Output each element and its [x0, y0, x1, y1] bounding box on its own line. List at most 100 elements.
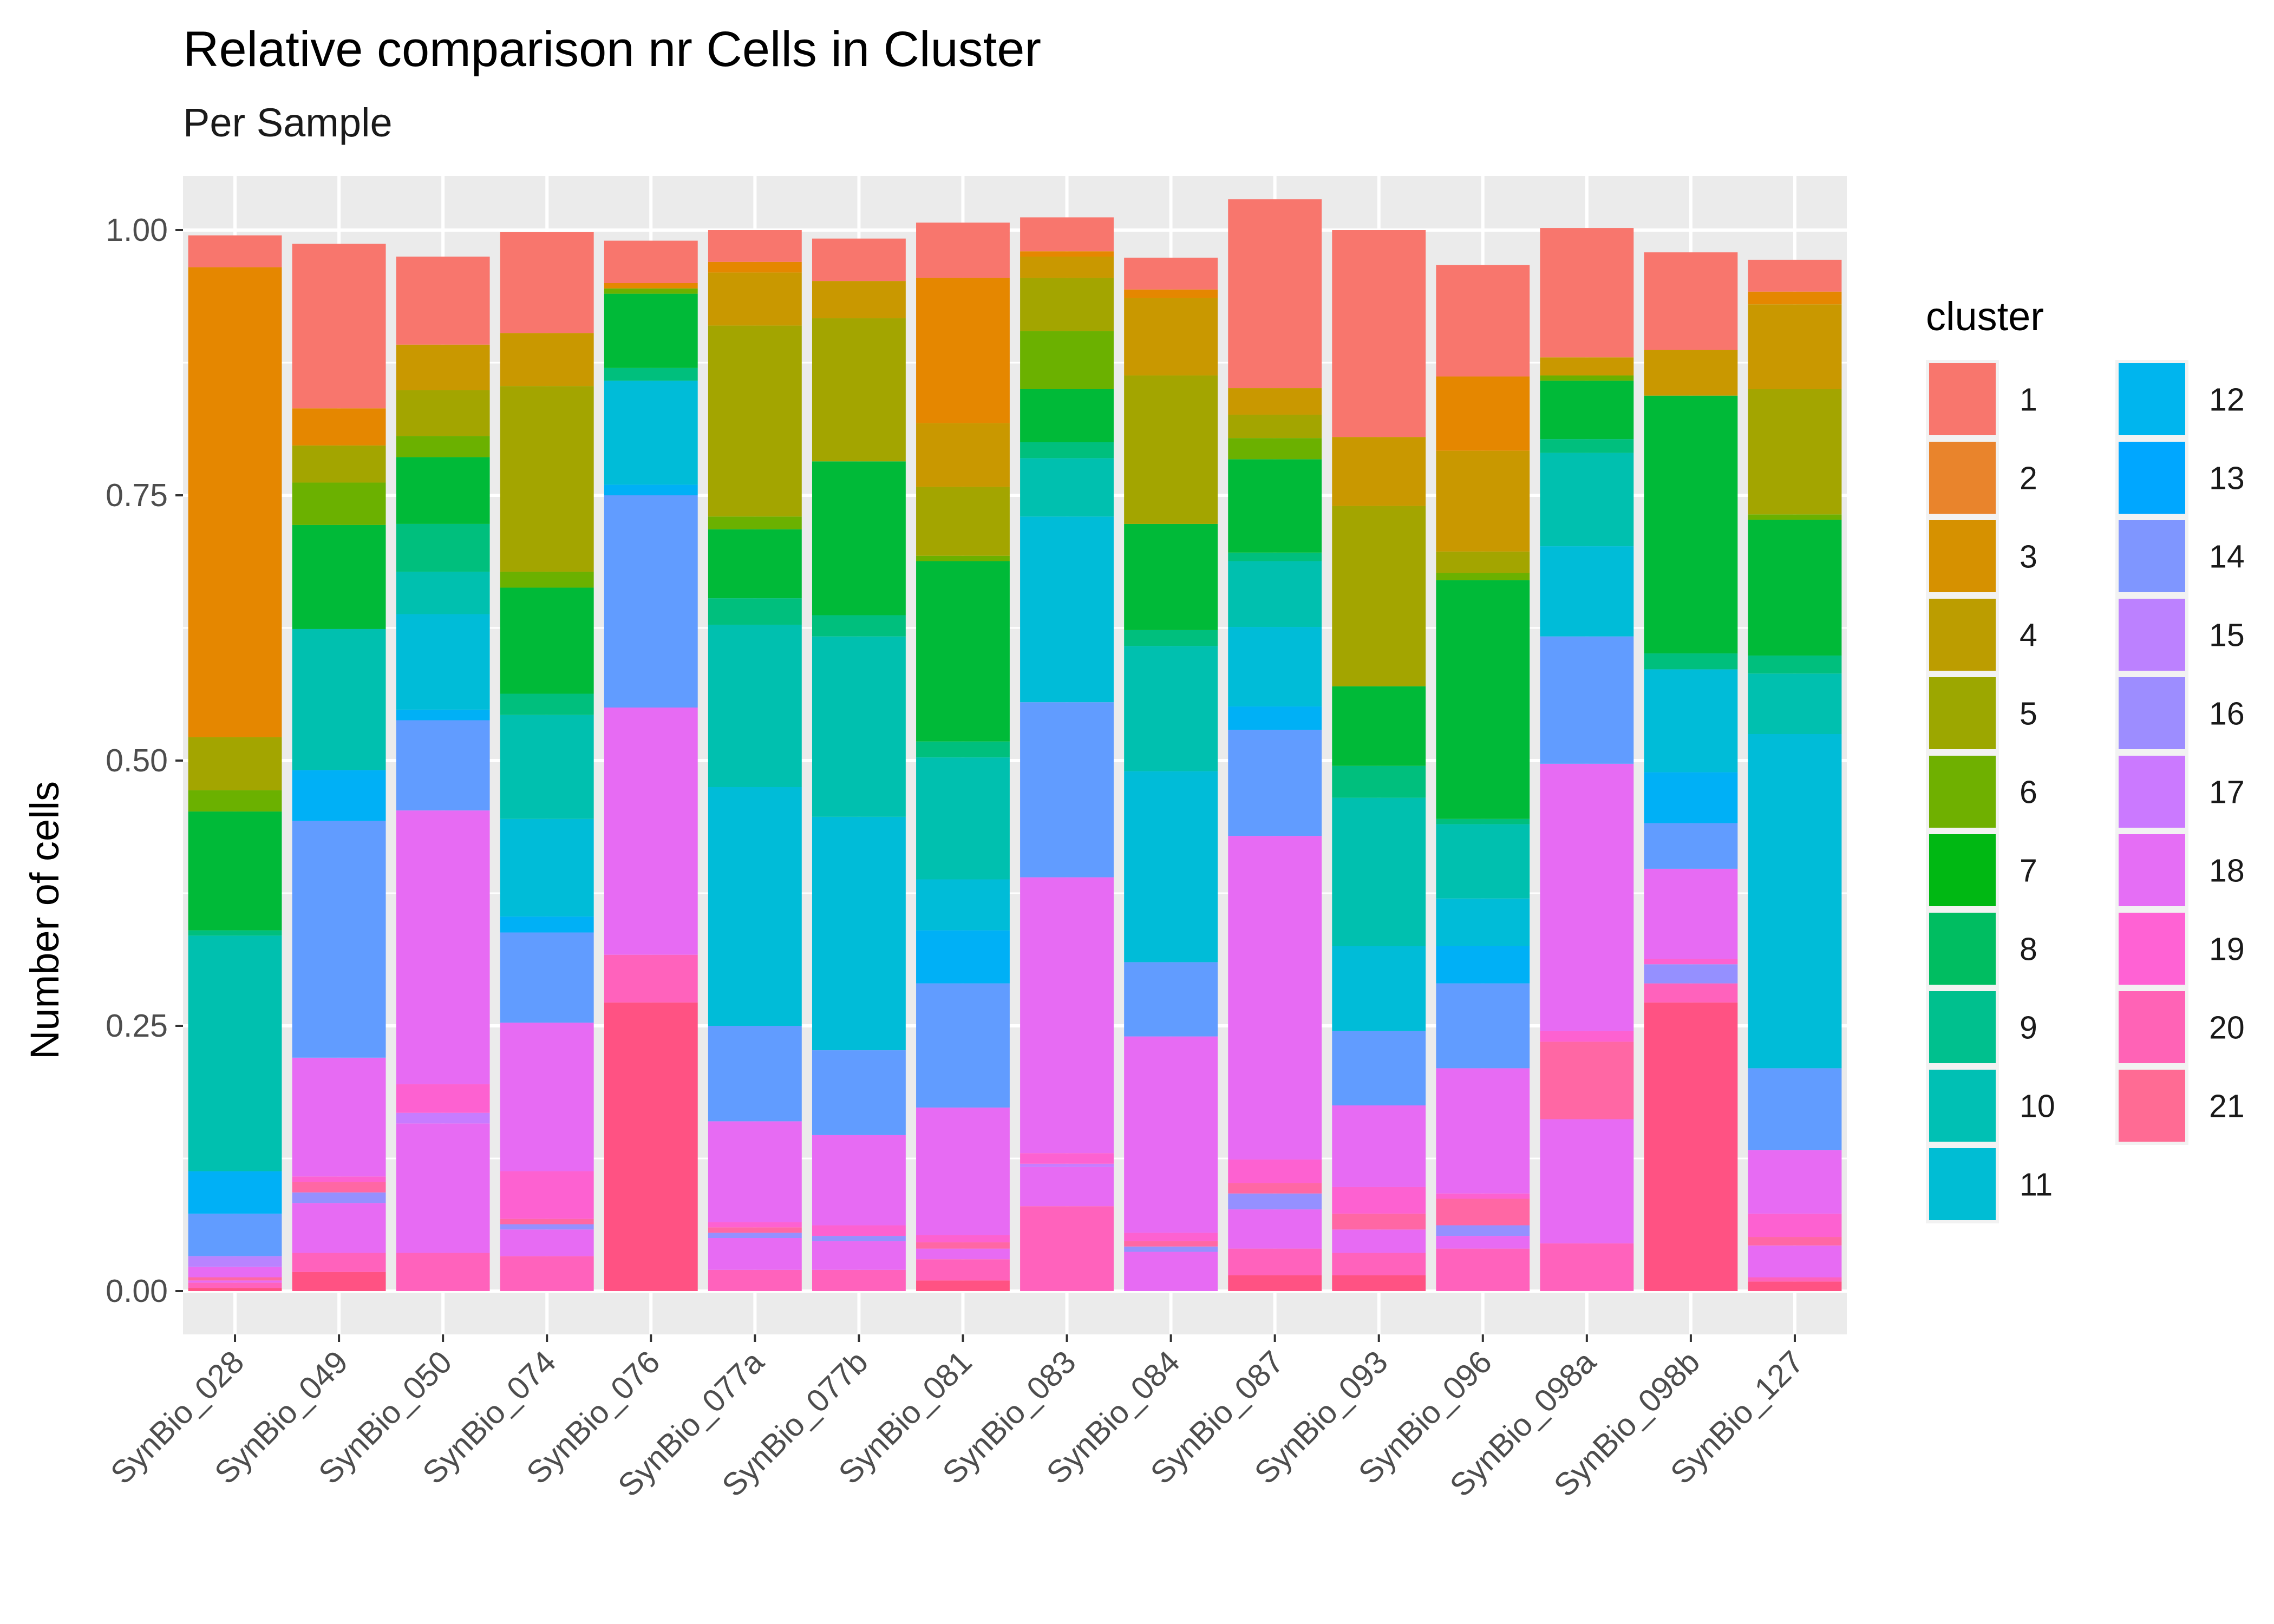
bar-segment-cluster-2 — [292, 408, 386, 446]
bar-segment-cluster-3 — [708, 272, 802, 326]
legend-swatch — [2119, 363, 2185, 435]
legend: cluster 12345678910111213141516171819202… — [1926, 294, 2245, 1223]
bar-segment-cluster-13 — [812, 1135, 906, 1226]
bars — [188, 199, 1842, 1291]
chart-subtitle: Per Sample — [183, 100, 393, 145]
bar-segment-cluster-18 — [396, 1123, 490, 1253]
bar-segment-cluster-16 — [708, 1233, 802, 1238]
bar-segment-cluster-14 — [1124, 1233, 1218, 1241]
bar-segment-cluster-13 — [292, 1057, 386, 1177]
legend-item-16: 16 — [2115, 674, 2245, 752]
bar-segment-cluster-19 — [1644, 983, 1738, 1003]
bar-segment-cluster-19 — [604, 954, 698, 1003]
legend-swatch — [1929, 756, 1996, 828]
bar-segment-cluster-9 — [1748, 734, 1842, 1069]
bar-segment-cluster-4 — [1332, 506, 1426, 686]
bar-segment-cluster-11 — [1020, 702, 1114, 878]
bar-segment-cluster-10 — [292, 770, 386, 821]
legend-label: 12 — [2209, 382, 2245, 418]
bar-segment-cluster-1 — [812, 238, 906, 281]
bar-segment-cluster-13 — [1332, 1105, 1426, 1187]
legend-label: 9 — [2020, 1010, 2037, 1046]
bar-segment-cluster-7 — [1332, 765, 1426, 798]
legend-label: 18 — [2209, 853, 2245, 889]
bar-segment-cluster-7 — [1540, 439, 1634, 453]
bar-segment-cluster-21 — [1748, 1281, 1842, 1291]
bar-segment-cluster-2 — [1124, 289, 1218, 298]
bar-segment-cluster-1 — [916, 222, 1010, 278]
bar-segment-cluster-7 — [500, 693, 594, 715]
bar-segment-cluster-3 — [1644, 350, 1738, 396]
bar-segment-cluster-18 — [1748, 1245, 1842, 1278]
y-tick-label: 0.00 — [106, 1273, 168, 1309]
bar-segment-cluster-9 — [1332, 946, 1426, 1031]
bar-segment-cluster-3 — [1748, 304, 1842, 389]
bar-segment-cluster-14 — [1748, 1213, 1842, 1237]
bar-segment-cluster-1 — [396, 257, 490, 345]
bar-segment-cluster-8 — [1332, 797, 1426, 946]
bar-segment-cluster-15 — [1228, 1183, 1322, 1194]
bar-segment-cluster-21 — [292, 1272, 386, 1291]
bar-segment-cluster-14 — [396, 1084, 490, 1113]
bar-stack-SynBio_050 — [396, 257, 490, 1291]
legend-item-4: 4 — [1926, 595, 2037, 674]
bar-segment-cluster-8 — [396, 572, 490, 614]
legend-label: 19 — [2209, 932, 2245, 967]
bar-segment-cluster-6 — [1124, 523, 1218, 630]
bar-segment-cluster-18 — [812, 1241, 906, 1270]
legend-item-14: 14 — [2115, 517, 2245, 595]
bar-segment-cluster-14 — [1020, 1153, 1114, 1164]
bar-segment-cluster-5 — [500, 572, 594, 588]
legend-swatch — [2119, 599, 2185, 671]
legend-swatch — [1929, 991, 1996, 1063]
bar-segment-cluster-2 — [708, 261, 802, 273]
bar-segment-cluster-13 — [708, 1121, 802, 1222]
bar-segment-cluster-9 — [500, 818, 594, 917]
bar-segment-cluster-2 — [604, 283, 698, 289]
legend-item-18: 18 — [2115, 831, 2245, 909]
bar-segment-cluster-18 — [292, 1203, 386, 1253]
bar-segment-cluster-19 — [396, 1253, 490, 1291]
bar-segment-cluster-11 — [396, 720, 490, 811]
bar-stack-SynBio_098a — [1540, 228, 1634, 1291]
bar-segment-cluster-3 — [500, 333, 594, 387]
bar-segment-cluster-4 — [1748, 389, 1842, 515]
bar-stack-SynBio_081 — [916, 222, 1010, 1291]
bar-stack-SynBio_083 — [1020, 217, 1114, 1291]
bar-segment-cluster-15 — [708, 1227, 802, 1233]
bar-segment-cluster-19 — [500, 1256, 594, 1291]
bar-segment-cluster-6 — [1748, 520, 1842, 656]
bar-stack-SynBio_127 — [1748, 259, 1842, 1291]
bar-segment-cluster-11 — [1228, 730, 1322, 836]
bar-segment-cluster-11 — [1124, 962, 1218, 1037]
bar-segment-cluster-9 — [396, 614, 490, 710]
bar-segment-cluster-9 — [604, 381, 698, 485]
bar-segment-cluster-15 — [500, 1219, 594, 1224]
bar-segment-cluster-13 — [188, 1266, 282, 1278]
bar-stack-SynBio_084 — [1124, 257, 1218, 1291]
bar-segment-cluster-11 — [188, 1213, 282, 1256]
legend-item-21: 21 — [2115, 1066, 2245, 1145]
bar-segment-cluster-18 — [1436, 1236, 1530, 1249]
bar-segment-cluster-8 — [1540, 453, 1634, 547]
bar-segment-cluster-1 — [292, 244, 386, 409]
bar-segment-cluster-14 — [1436, 1193, 1530, 1199]
legend-label: 6 — [2020, 775, 2037, 810]
legend-swatch — [2119, 834, 2185, 906]
bar-segment-cluster-19 — [1436, 1248, 1530, 1291]
bar-segment-cluster-18 — [708, 1238, 802, 1270]
bar-segment-cluster-7 — [188, 930, 282, 936]
bar-segment-cluster-14 — [1228, 1159, 1322, 1183]
bar-segment-cluster-7 — [1748, 655, 1842, 674]
bar-segment-cluster-7 — [604, 368, 698, 381]
y-tick-label: 0.25 — [106, 1008, 168, 1044]
bar-segment-cluster-9 — [1124, 771, 1218, 962]
bar-segment-cluster-8 — [1020, 458, 1114, 517]
bar-segment-cluster-6 — [604, 293, 698, 368]
bar-segment-cluster-5 — [1436, 573, 1530, 580]
legend-item-17: 17 — [2115, 752, 2245, 831]
bar-segment-cluster-14 — [812, 1225, 906, 1236]
bar-segment-cluster-18 — [1020, 1167, 1114, 1207]
bar-segment-cluster-16 — [1124, 1246, 1218, 1252]
bar-segment-cluster-7 — [1020, 442, 1114, 459]
